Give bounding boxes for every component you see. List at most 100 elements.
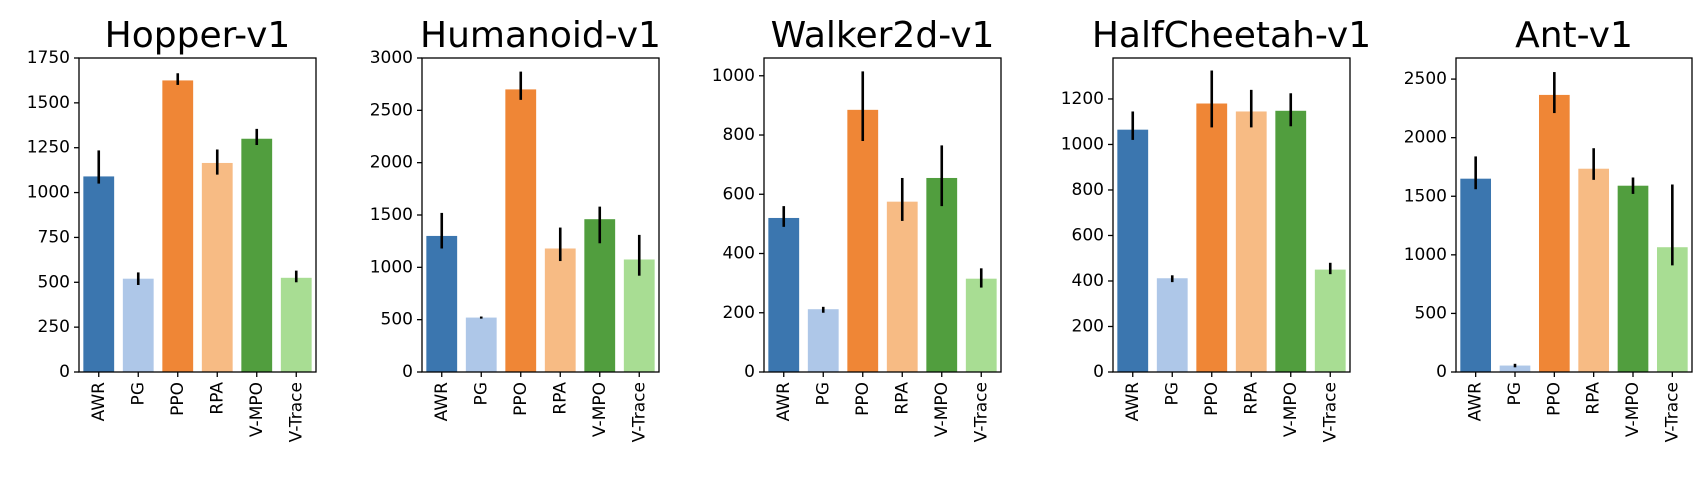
y-tick-label: 400 <box>723 244 755 264</box>
y-tick-label: 2500 <box>370 100 413 120</box>
bar <box>1156 278 1188 372</box>
x-tick-label: RPA <box>550 382 570 415</box>
chart-title: Humanoid-v1 <box>420 15 661 56</box>
y-tick-label: 250 <box>38 317 70 337</box>
bar <box>162 80 194 372</box>
y-tick-label: 200 <box>1072 316 1104 336</box>
bar <box>122 278 154 372</box>
bar <box>1460 178 1492 372</box>
x-tick-label: AWR <box>89 382 109 422</box>
x-tick-label: V-MPO <box>590 382 610 437</box>
bar <box>584 219 616 372</box>
y-tick-label: 0 <box>1436 362 1447 382</box>
y-tick-label: 0 <box>402 362 413 382</box>
bar <box>83 176 115 372</box>
bar <box>1617 185 1649 372</box>
bar <box>1499 365 1531 372</box>
y-tick-label: 800 <box>723 125 755 145</box>
y-tick-label: 2000 <box>370 153 413 173</box>
y-tick-label: 1000 <box>27 183 70 203</box>
bar <box>426 235 458 372</box>
bar <box>847 109 879 372</box>
x-tick-label: AWR <box>774 382 794 422</box>
bar <box>807 309 839 372</box>
x-tick-label: PG <box>1505 382 1525 405</box>
x-tick-label: V-MPO <box>247 382 267 437</box>
chart-panel-5: Ant-v1 AWR PG PPO RPA V-MPO V-Trace 0 500 1000 150… <box>1404 15 1693 442</box>
x-tick-label: RPA <box>1241 382 1261 415</box>
x-tick-label: RPA <box>1584 382 1604 415</box>
chart-title: Hopper-v1 <box>105 15 291 56</box>
x-tick-label: PPO <box>168 382 188 416</box>
y-tick-label: 1750 <box>27 48 70 68</box>
x-tick-label: AWR <box>432 382 452 422</box>
bar <box>886 201 918 372</box>
y-tick-label: 1000 <box>370 257 413 277</box>
bar <box>241 138 273 372</box>
y-tick-label: 2000 <box>1404 128 1447 148</box>
chart-panel-2: Humanoid-v1 AWR PG PPO RPA V-MPO V-Trace 0 500 10… <box>370 15 661 442</box>
bar <box>965 278 997 372</box>
y-tick-label: 750 <box>38 227 70 247</box>
bar <box>1578 168 1610 372</box>
axes-frame <box>1112 57 1351 373</box>
y-tick-label: 500 <box>1415 303 1447 323</box>
y-tick-label: 1500 <box>370 205 413 225</box>
x-tick-label: V-MPO <box>1623 382 1643 437</box>
y-tick-label: 1250 <box>27 138 70 158</box>
x-tick-label: PG <box>1162 382 1182 405</box>
x-tick-label: RPA <box>207 382 227 415</box>
x-tick-label: V-Trace <box>1320 382 1340 442</box>
y-tick-label: 600 <box>1072 225 1104 245</box>
y-tick-label: 0 <box>59 362 70 382</box>
bar <box>768 217 800 372</box>
bar <box>1196 103 1228 372</box>
y-tick-label: 800 <box>1072 180 1104 200</box>
axes-frame <box>421 57 660 373</box>
x-tick-label: V-Trace <box>1662 382 1682 442</box>
chart-panel-1: Hopper-v1 AWR PG PPO RPA V-MPO V-Trace 0 250 500 7… <box>27 15 317 442</box>
chart-panel-3: Walker2d-v1 AWR PG PPO RPA V-MPO V-Trace 0 200 40… <box>712 15 1002 442</box>
bar <box>1656 247 1688 372</box>
y-tick-label: 1000 <box>1404 245 1447 265</box>
y-tick-label: 1200 <box>1061 89 1104 109</box>
y-tick-label: 1000 <box>1061 134 1104 154</box>
y-tick-label: 1500 <box>1404 186 1447 206</box>
x-tick-label: V-Trace <box>629 382 649 442</box>
chart-title: Walker2d-v1 <box>771 15 995 56</box>
x-tick-label: PG <box>471 382 491 405</box>
bar <box>201 162 233 372</box>
axes-frame <box>763 57 1002 373</box>
y-tick-label: 400 <box>1072 271 1104 291</box>
chart-title: Ant-v1 <box>1515 15 1633 56</box>
x-tick-label: AWR <box>1123 382 1143 422</box>
axes-frame <box>78 57 317 373</box>
bar <box>505 89 537 373</box>
x-tick-label: PG <box>128 382 148 405</box>
bar <box>465 317 497 372</box>
x-tick-label: RPA <box>892 382 912 415</box>
x-tick-label: PPO <box>1544 382 1564 416</box>
bar <box>1538 94 1570 373</box>
axes-frame <box>1455 57 1693 373</box>
x-tick-label: PG <box>813 382 833 405</box>
bar <box>1235 111 1267 373</box>
y-tick-label: 0 <box>744 362 755 382</box>
y-tick-label: 500 <box>38 272 70 292</box>
x-tick-label: PPO <box>511 382 531 416</box>
y-tick-label: 2500 <box>1404 69 1447 89</box>
bar <box>623 259 655 372</box>
chart-panel-4: HalfCheetah-v1 AWR PG PPO RPA V-MPO V-Trace 0 20… <box>1061 15 1371 442</box>
x-tick-label: PPO <box>1202 382 1222 416</box>
x-tick-label: AWR <box>1466 382 1486 422</box>
bar <box>1314 269 1346 372</box>
y-tick-label: 600 <box>723 184 755 204</box>
x-tick-label: V-Trace <box>286 382 306 442</box>
x-tick-label: V-MPO <box>1281 382 1301 437</box>
bar <box>1117 129 1149 372</box>
y-tick-label: 200 <box>723 303 755 323</box>
bar <box>926 177 958 372</box>
y-tick-label: 0 <box>1093 362 1104 382</box>
chart-title: HalfCheetah-v1 <box>1092 15 1371 56</box>
